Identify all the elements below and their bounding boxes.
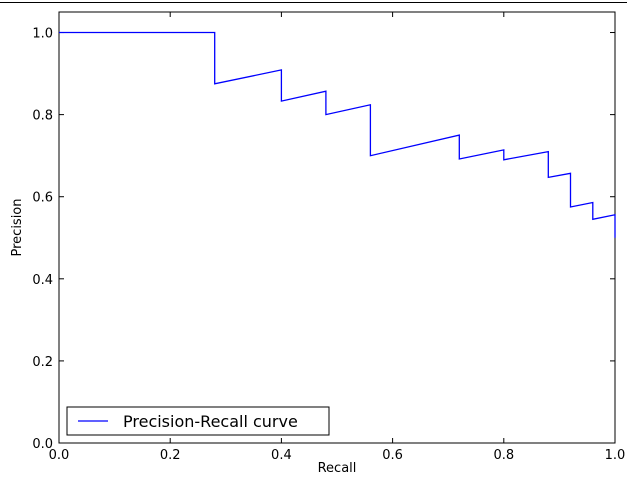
x-tick-label: 0.6	[382, 448, 403, 463]
x-axis-label: Recall	[318, 461, 357, 476]
x-tick-label: 0.8	[493, 448, 514, 463]
y-tick-label: 1.0	[32, 27, 53, 42]
legend: Precision-Recall curve	[66, 406, 330, 436]
x-tick-label: 1.0	[605, 448, 626, 463]
plot-frame	[58, 11, 616, 444]
y-tick-label: 0.4	[32, 273, 53, 288]
y-tick-label: 0.8	[32, 109, 53, 124]
x-tick-label: 0.4	[271, 448, 292, 463]
x-tick-label: 0.2	[160, 448, 181, 463]
legend-box	[66, 406, 330, 436]
y-tick-label: 0.0	[32, 437, 53, 452]
y-tick-label: 0.2	[32, 355, 53, 370]
legend-label: Precision-Recall curve	[123, 412, 298, 431]
x-tick-label: 0.0	[49, 448, 70, 463]
y-axis-label: Precision	[10, 198, 25, 256]
series-line	[59, 31, 616, 238]
y-tick-label: 0.6	[32, 191, 53, 206]
top-border-line	[0, 2, 627, 3]
